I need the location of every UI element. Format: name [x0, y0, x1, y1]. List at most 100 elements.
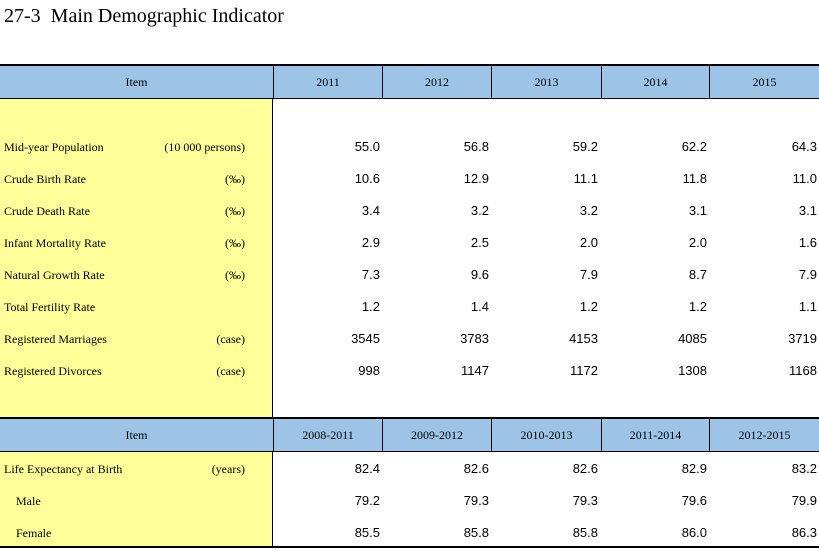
cell-value: 85.5: [354, 525, 380, 540]
cell-value: 11.1: [573, 171, 598, 186]
row-unit: (‰): [225, 172, 245, 186]
row-label: Registered Marriages: [4, 332, 107, 346]
cell-value: 3545: [351, 331, 380, 346]
header-period-2008-2011: 2008-2011: [273, 419, 382, 451]
label-column: [0, 99, 273, 418]
cell-value: 4153: [569, 331, 598, 346]
cell-value: 3719: [788, 331, 817, 346]
cell-value: 86.0: [681, 525, 707, 540]
table-row: Life Expectancy at Birth (years) 82.4 82.6 8…: [0, 453, 819, 485]
table-row: Mid-year Population (10 000 persons) 55.0 5…: [0, 131, 819, 163]
cell-value: 3783: [460, 331, 489, 346]
row-label: Male: [16, 494, 41, 508]
cell-value: 998: [358, 363, 380, 378]
header-period-2012-2015: 2012-2015: [709, 419, 819, 451]
cell-value: 3.2: [579, 203, 598, 218]
cell-value: 85.8: [572, 525, 598, 540]
table-row: Female 85.5 85.8 85.8 86.0 86.3: [0, 517, 819, 549]
cell-value: 7.3: [361, 267, 380, 282]
cell-value: 1168: [789, 363, 817, 378]
cell-value: 79.9: [791, 493, 817, 508]
row-unit: [155, 517, 245, 549]
header-year-2013: 2013: [491, 66, 601, 98]
table-row: Male 79.2 79.3 79.3 79.6 79.9: [0, 485, 819, 517]
page-title: 27-3 Main Demographic Indicator: [4, 5, 284, 27]
cell-value: 1.1: [798, 299, 817, 314]
cell-value: 1308: [678, 363, 707, 378]
row-label: Female: [16, 526, 52, 540]
header-period-2011-2014: 2011-2014: [601, 419, 709, 451]
header-year-2011: 2011: [273, 66, 382, 98]
header-item: Item: [125, 427, 148, 442]
cell-value: 8.7: [688, 267, 707, 282]
cell-value: 1147: [461, 363, 489, 378]
row-unit: [155, 485, 245, 517]
cell-value: 2.9: [361, 235, 380, 250]
table-bottom-border: [0, 546, 819, 548]
cell-value: 82.9: [681, 461, 707, 476]
header-year-2012: 2012: [382, 66, 491, 98]
row-unit: (‰): [225, 268, 245, 282]
cell-value: 2.0: [579, 235, 598, 250]
cell-value: 1.6: [798, 235, 817, 250]
row-label: Infant Mortality Rate: [4, 236, 106, 250]
cell-value: 7.9: [579, 267, 598, 282]
cell-value: 1.2: [579, 299, 598, 314]
table-row: Registered Marriages (case) 3545 3783 4153 40…: [0, 323, 819, 355]
row-unit: (years): [211, 462, 245, 476]
cell-value: 2.5: [470, 235, 489, 250]
cell-value: 64.3: [791, 139, 817, 154]
cell-value: 56.8: [463, 139, 489, 154]
row-label: Crude Death Rate: [4, 204, 90, 218]
row-label: Total Fertility Rate: [4, 300, 96, 314]
cell-value: 79.3: [463, 493, 489, 508]
cell-value: 82.6: [572, 461, 598, 476]
cell-value: 85.8: [463, 525, 489, 540]
row-label: Crude Birth Rate: [4, 172, 86, 186]
header-year-2014: 2014: [601, 66, 709, 98]
header-year-2015: 2015: [709, 66, 819, 98]
cell-value: 79.6: [681, 493, 707, 508]
cell-value: 86.3: [791, 525, 817, 540]
table-row: Registered Divorces (case) 998 1147 1172 1308…: [0, 355, 819, 387]
cell-value: 82.6: [463, 461, 489, 476]
cell-value: 59.2: [572, 139, 598, 154]
cell-value: 3.1: [798, 203, 817, 218]
cell-value: 7.9: [798, 267, 817, 282]
row-unit: (10 000 persons): [164, 140, 245, 154]
table-row: Natural Growth Rate (‰) 7.3 9.6 7.9 8.7 7.9: [0, 259, 819, 291]
header-period-2009-2012: 2009-2012: [382, 419, 491, 451]
row-label: Natural Growth Rate: [4, 268, 105, 282]
cell-value: 1172: [570, 363, 598, 378]
row-unit: (‰): [225, 204, 245, 218]
cell-value: 4085: [678, 331, 707, 346]
cell-value: 83.2: [791, 461, 817, 476]
cell-value: 1.4: [470, 299, 489, 314]
header-item: Item: [125, 74, 148, 89]
cell-value: 3.1: [688, 203, 707, 218]
cell-value: 12.9: [463, 171, 489, 186]
row-unit: (case): [216, 332, 245, 346]
table-row: Infant Mortality Rate (‰) 2.9 2.5 2.0 2.0 1.6: [0, 227, 819, 259]
cell-value: 3.4: [361, 203, 380, 218]
cell-value: 11.0: [792, 171, 817, 186]
table-header-life-expectancy: Item 2008-2011 2009-2012 2010-2013 2011-…: [0, 417, 819, 452]
cell-value: 79.3: [572, 493, 598, 508]
cell-value: 1.2: [361, 299, 380, 314]
cell-value: 3.2: [470, 203, 489, 218]
cell-value: 11.8: [682, 171, 707, 186]
header-period-2010-2013: 2010-2013: [491, 419, 601, 451]
row-unit: [155, 291, 245, 323]
row-unit: (‰): [225, 236, 245, 250]
cell-value: 9.6: [470, 267, 489, 282]
label-column: [0, 452, 273, 547]
cell-value: 82.4: [354, 461, 380, 476]
table-row: Crude Birth Rate (‰) 10.6 12.9 11.1 11.8 11.0: [0, 163, 819, 195]
table-row: Total Fertility Rate 1.2 1.4 1.2 1.2 1.1: [0, 291, 819, 323]
table-header: Item 2011 2012 2013 2014 2015: [0, 64, 819, 99]
cell-value: 62.2: [681, 139, 707, 154]
row-unit: (case): [216, 364, 245, 378]
cell-value: 55.0: [354, 139, 380, 154]
table-row: Crude Death Rate (‰) 3.4 3.2 3.2 3.1 3.1: [0, 195, 819, 227]
cell-value: 2.0: [688, 235, 707, 250]
